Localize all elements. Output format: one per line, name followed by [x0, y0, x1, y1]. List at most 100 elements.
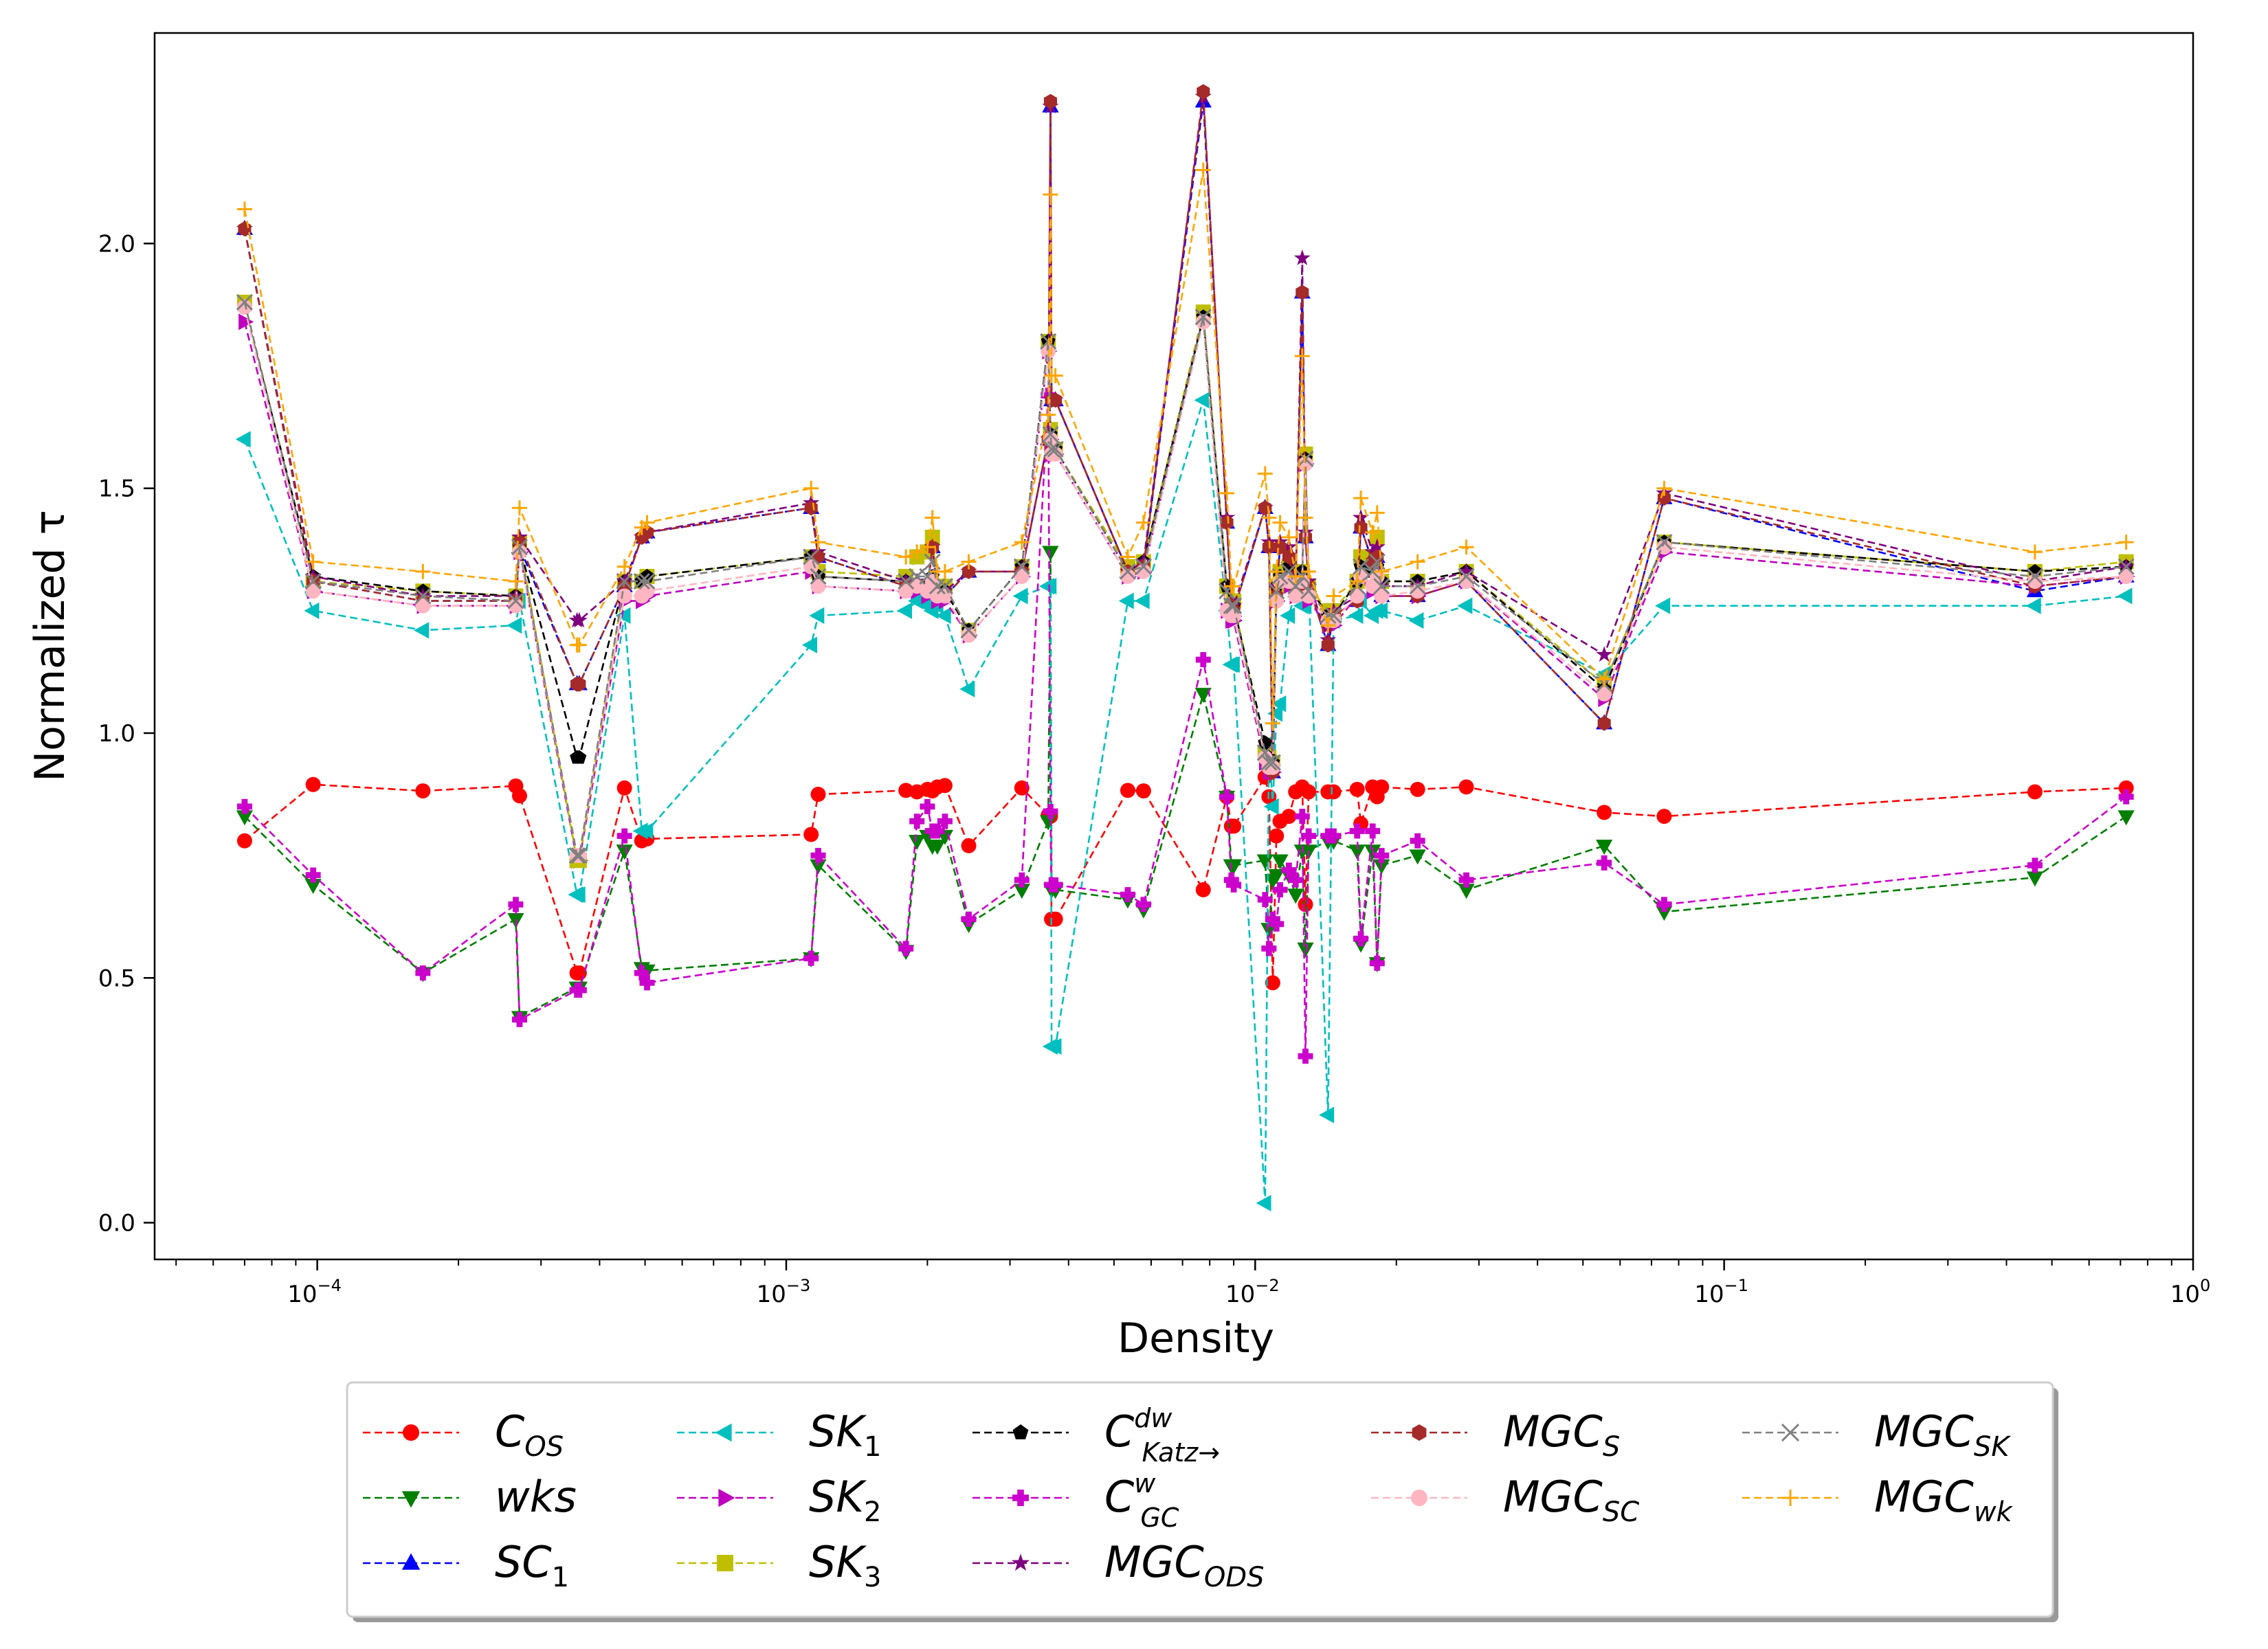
- legend-label: MGCwk: [1874, 1472, 2014, 1528]
- data-point-C_OS: [511, 788, 527, 804]
- data-point-SK_1: [1194, 392, 1210, 409]
- data-point-C_OS: [1135, 783, 1151, 799]
- data-point-C_OS: [1326, 784, 1342, 800]
- data-point-C_OS: [1281, 809, 1297, 824]
- legend-label: COS: [495, 1406, 564, 1463]
- data-point-C_OS: [1120, 783, 1135, 798]
- data-point-SK_1: [304, 602, 320, 619]
- data-point-MGC_wk: [2027, 544, 2043, 560]
- data-point-MGC_SC: [236, 300, 252, 315]
- data-point-C_GC: [1301, 828, 1317, 844]
- data-point-C_GC: [1458, 872, 1474, 888]
- x-tick-label: 10−4: [287, 1276, 342, 1308]
- data-point-SK_1: [570, 886, 586, 904]
- data-point-C_OS: [1265, 975, 1280, 991]
- data-point-C_GC: [1656, 897, 1672, 912]
- data-point-MGC_S: [1597, 715, 1611, 731]
- data-point-MGC_wk: [415, 563, 431, 579]
- data-point-MGC_SC: [1458, 574, 1474, 590]
- data-point-MGC_wk: [1043, 187, 1058, 203]
- data-point-SK_1: [1012, 587, 1028, 605]
- data-point-C_GC: [236, 798, 252, 814]
- data-point-SK_1: [896, 602, 912, 619]
- data-point-MGC_wk: [1219, 485, 1235, 501]
- data-point-C_GC: [929, 823, 945, 839]
- legend-item-MGC_SK: MGCSK: [1742, 1406, 2011, 1463]
- x-axis: 10−4 10−3 10−2 10−1 100: [175, 1259, 2210, 1308]
- data-point-MGC_wk: [803, 480, 819, 496]
- data-point-C_GC: [898, 941, 914, 956]
- data-point-C_GC: [639, 975, 655, 991]
- data-point-MGC_SK: [1373, 578, 1390, 595]
- data-point-C_GC: [1043, 803, 1058, 819]
- data-point-MGC_SK: [1264, 754, 1281, 771]
- legend-item-MGC_SC: MGCSC: [1371, 1472, 1639, 1528]
- data-point-C_GC: [2118, 789, 2134, 805]
- data-point-C_GC: [1265, 911, 1280, 927]
- data-point-MGC_wk: [1369, 505, 1385, 521]
- data-point-MGC_wk: [639, 515, 655, 530]
- data-point-wks: [1348, 844, 1366, 860]
- data-point-MGC_SC: [1288, 588, 1304, 604]
- data-point-MGC_SC: [803, 559, 819, 574]
- data-point-MGC_SK: [2117, 558, 2135, 575]
- data-point-C_GC: [1047, 877, 1063, 893]
- legend-marker-wks: [401, 1491, 421, 1508]
- x-tick-label: 10−1: [1694, 1276, 1748, 1308]
- data-point-SK_1: [1280, 607, 1296, 625]
- data-point-C_GC: [1369, 955, 1385, 971]
- data-point-MGC_wk: [924, 510, 940, 526]
- legend-item-MGC_wk: MGCwk: [1742, 1472, 2014, 1528]
- data-point-C_GC: [1269, 916, 1285, 932]
- data-point-MGC_SC: [639, 583, 655, 599]
- data-point-SK_1: [935, 607, 951, 625]
- data-point-C_OS: [571, 965, 587, 981]
- data-point-MGC_SC: [1410, 583, 1425, 599]
- legend-marker-MGC_ODS: [1011, 1553, 1030, 1571]
- data-point-MGC_S: [1296, 284, 1309, 300]
- data-point-C_GC: [810, 848, 826, 864]
- data-point-C_GC: [634, 965, 649, 981]
- data-point-C_OS: [1597, 805, 1612, 820]
- data-point-C_GC: [1597, 855, 1612, 871]
- legend-label: MGCSC: [1503, 1472, 1639, 1528]
- data-point-MGC_SC: [961, 627, 977, 643]
- data-point-C_GC: [305, 867, 321, 883]
- data-point-C_GC: [1294, 809, 1310, 824]
- legend-item-MGC_S: MGCS: [1371, 1406, 1620, 1463]
- data-point-MGC_wk: [920, 539, 935, 555]
- data-point-C_GC: [1410, 833, 1425, 849]
- data-point-MGC_S: [640, 524, 654, 540]
- series-line-MGC_S: [243, 91, 2126, 773]
- data-point-wks: [1596, 840, 1613, 855]
- legend-marker-SC_1: [401, 1553, 421, 1570]
- data-point-MGC_wk: [1298, 510, 1313, 526]
- data-point-MGC_wk: [1226, 579, 1242, 594]
- data-point-C_GC: [1374, 848, 1390, 864]
- data-point-C_OS: [1656, 809, 1672, 824]
- data-point-SK_1: [809, 607, 825, 625]
- data-point-MGC_wk: [898, 549, 914, 565]
- data-point-C_GC: [909, 814, 925, 829]
- legend-label: Cw GC: [1104, 1468, 1179, 1533]
- data-point-wks: [1271, 854, 1289, 870]
- data-point-C_GC: [961, 911, 977, 927]
- data-point-MGC_SK: [2026, 568, 2043, 585]
- data-point-MGC_S: [1657, 490, 1671, 506]
- data-point-MGC_wk: [511, 500, 527, 516]
- data-point-MGC_SK: [1352, 558, 1370, 575]
- data-point-MGC_S: [1197, 84, 1210, 100]
- data-point-MGC_SC: [1298, 456, 1313, 472]
- data-point-C_OS: [1269, 828, 1285, 844]
- data-point-C_GC: [1195, 652, 1211, 668]
- data-point-MGC_S: [961, 563, 976, 579]
- data-point-C_GC: [1219, 789, 1235, 805]
- legend-item-C_Katz: Cdw Katz→: [972, 1403, 1220, 1468]
- data-point-MGC_wk: [1374, 563, 1390, 579]
- data-point-MGC_SC: [305, 583, 321, 599]
- data-point-MGC_S: [1321, 637, 1335, 653]
- legend-marker-SK_3: [717, 1555, 733, 1571]
- data-point-SK_1: [1224, 656, 1240, 673]
- data-point-C_OS: [616, 780, 632, 796]
